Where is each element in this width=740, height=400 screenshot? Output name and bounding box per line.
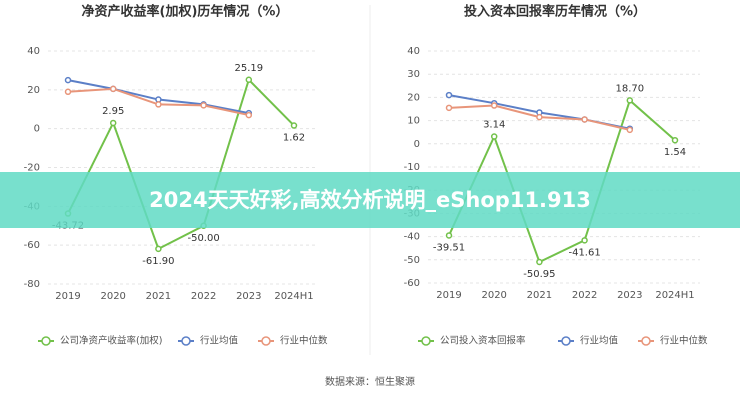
point <box>536 113 543 121</box>
point <box>536 258 543 266</box>
x-tick-label: 2023 <box>236 291 261 302</box>
y-tick-label: -10 <box>404 162 420 173</box>
legend-label: 行业中位数 <box>280 335 328 347</box>
x-tick-label: 2024H1 <box>655 290 694 301</box>
y-tick-label: 30 <box>407 69 420 80</box>
legend-marker <box>261 336 271 346</box>
y-tick-label: 20 <box>407 92 420 103</box>
legend-marker <box>421 336 431 346</box>
y-tick-label: 20 <box>27 85 40 96</box>
legend-label: 公司投入资本回报率 <box>440 335 526 347</box>
value-label: 2.95 <box>102 106 124 117</box>
x-tick-label: 2024H1 <box>274 291 313 302</box>
point <box>445 91 453 99</box>
source: 数据来源：恒生聚源 <box>325 375 415 388</box>
point <box>626 97 634 104</box>
y-tick-label: -80 <box>24 279 40 290</box>
point <box>445 232 453 239</box>
x-tick-label: 2020 <box>481 290 506 301</box>
chart-title: 投入资本回报率历年情况（%） <box>464 4 646 20</box>
x-tick-label: 2022 <box>191 291 216 302</box>
value-label: 18.70 <box>615 83 644 94</box>
legend-label: 行业均值 <box>580 335 619 347</box>
point <box>200 102 207 109</box>
value-label: 25.19 <box>234 63 263 74</box>
legend-label: 行业中位数 <box>660 335 708 347</box>
point <box>109 85 117 93</box>
point <box>155 245 162 253</box>
x-tick-label: 2019 <box>55 291 80 302</box>
point <box>245 111 253 119</box>
x-tick-label: 2021 <box>527 290 552 301</box>
legend-marker <box>561 336 571 346</box>
y-tick-label: -20 <box>24 163 40 174</box>
value-label: 1.62 <box>283 133 305 144</box>
legend-label: 行业均值 <box>200 335 239 347</box>
value-label: -41.61 <box>568 247 600 258</box>
y-tick-label: 10 <box>407 116 420 127</box>
value-label: -39.51 <box>433 242 465 253</box>
y-tick-label: -60 <box>404 278 420 289</box>
point <box>445 104 453 112</box>
y-tick-label: 40 <box>27 46 40 57</box>
point <box>64 76 72 84</box>
value-label: 3.14 <box>483 120 505 131</box>
y-tick-label: -40 <box>404 232 420 243</box>
y-tick-label: -60 <box>24 240 40 251</box>
y-tick-label: 0 <box>414 139 420 150</box>
chart-title: 净资产收益率(加权)历年情况（%） <box>82 4 289 20</box>
point <box>671 136 679 144</box>
legend-marker <box>181 336 191 346</box>
point <box>109 119 117 127</box>
point <box>581 116 588 123</box>
series-line <box>67 77 295 251</box>
banner-bg <box>0 172 740 228</box>
value-label: -61.90 <box>142 256 174 267</box>
x-tick-label: 2021 <box>146 291 171 302</box>
legend-label: 公司净资产收益率(加权) <box>60 335 162 347</box>
charts: 净资产收益率(加权)历年情况（%） 40 20 0 -20 -40 -60 -80 2019 20… <box>24 4 708 347</box>
x-tick-label: 2020 <box>100 291 125 302</box>
x-tick-label: 2022 <box>572 290 597 301</box>
point <box>626 126 634 134</box>
legend-marker <box>641 336 651 346</box>
legend-marker <box>41 336 51 346</box>
value-label: -50.00 <box>187 233 219 244</box>
point <box>245 76 253 84</box>
x-tick-label: 2019 <box>436 290 461 301</box>
series-line <box>448 98 676 264</box>
point <box>490 133 498 140</box>
value-label: 1.54 <box>664 147 686 158</box>
point <box>290 122 298 129</box>
value-label: -50.95 <box>523 269 555 280</box>
y-tick-label: 40 <box>407 46 420 57</box>
point <box>64 88 72 96</box>
y-tick-label: 0 <box>34 124 40 135</box>
point <box>155 101 162 108</box>
y-tick-label: -50 <box>404 255 420 266</box>
point <box>581 237 588 244</box>
point <box>490 102 498 109</box>
x-tick-label: 2023 <box>617 290 642 301</box>
banner: 2024天天好彩,高效分析说明_eShop11.913 <box>149 188 591 212</box>
